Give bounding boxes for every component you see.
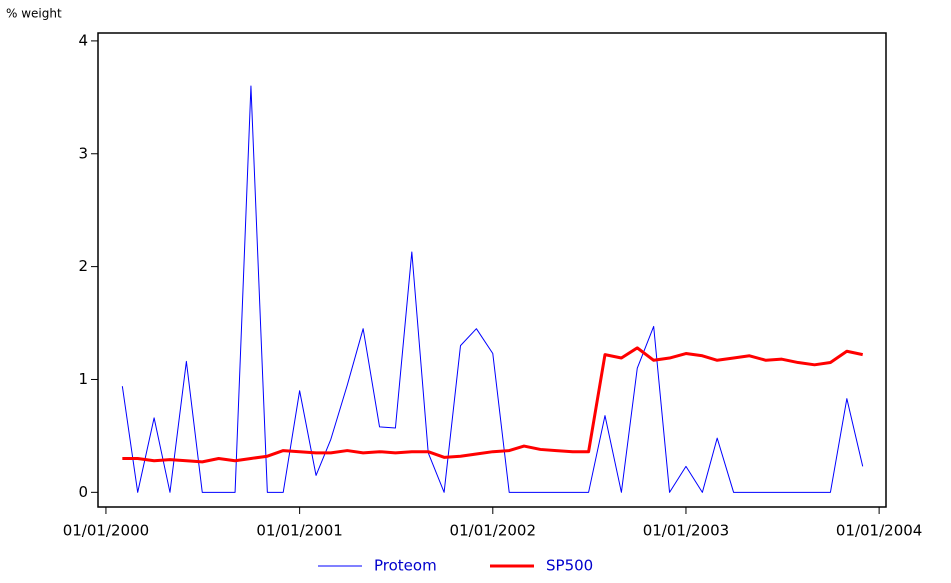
x-tick-label: 01/01/2001 xyxy=(256,522,342,540)
x-tick-label: 01/01/2000 xyxy=(63,522,149,540)
y-tick-label: 4 xyxy=(78,31,88,49)
y-tick-label: 2 xyxy=(78,257,88,275)
data-line xyxy=(121,85,864,493)
plot-frame xyxy=(97,32,887,508)
x-tick-label: 01/01/2003 xyxy=(643,522,729,540)
y-tick-label: 1 xyxy=(78,370,88,388)
y-axis-label: % weight xyxy=(6,7,62,21)
legend-label: SP500 xyxy=(546,557,593,575)
y-tick-label: 3 xyxy=(78,144,88,162)
x-tick-label: 01/01/2004 xyxy=(836,522,922,540)
data-line xyxy=(122,346,864,464)
x-tick-label: 01/01/2002 xyxy=(450,522,536,540)
y-tick-label: 0 xyxy=(78,483,88,501)
legend-label: Proteom xyxy=(374,557,437,575)
